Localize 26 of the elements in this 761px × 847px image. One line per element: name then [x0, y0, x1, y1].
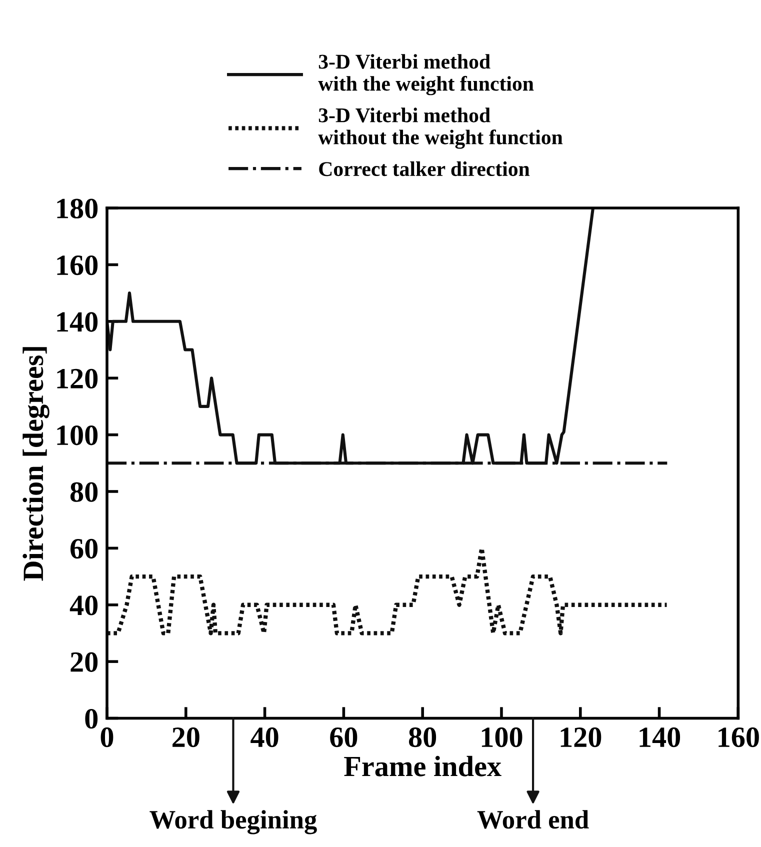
x-tick-label: 40: [250, 727, 278, 748]
y-tick-label: 180: [57, 198, 98, 218]
legend-label: Correct talker direction: [319, 161, 530, 176]
y-tick-label: 160: [57, 255, 98, 276]
y-tick-label: 140: [57, 312, 98, 332]
x-tick-label: 80: [408, 727, 436, 748]
y-tick-label: 60: [70, 538, 98, 559]
y-tick-label: 100: [57, 426, 98, 446]
text: Word end: [477, 810, 589, 829]
x-tick-label: 100: [482, 727, 522, 748]
x-tick-label: 160: [718, 727, 759, 748]
y-axis-title: Direction [degrees]: [22, 347, 50, 581]
x-tick-label: 120: [560, 727, 602, 748]
y-tick-label: 120: [57, 368, 98, 389]
y-tick-label: 40: [70, 596, 98, 616]
x-tick-label: 60: [330, 727, 358, 748]
x-tick-label: 140: [640, 727, 680, 748]
legend-label: 3-D Viterbi method without the weight function: [318, 108, 563, 149]
y-tick-label: 20: [70, 652, 98, 672]
x-tick-label: 20: [172, 727, 200, 748]
y-tick-label: 80: [70, 482, 98, 502]
y-tick-label: 0: [85, 708, 98, 729]
x-axis-title: Frame index: [344, 756, 502, 776]
legend-label: 3-D Viterbi method with the weight function: [318, 54, 534, 96]
text: Word begining: [150, 810, 317, 834]
x-tick-label: 0: [100, 727, 114, 748]
